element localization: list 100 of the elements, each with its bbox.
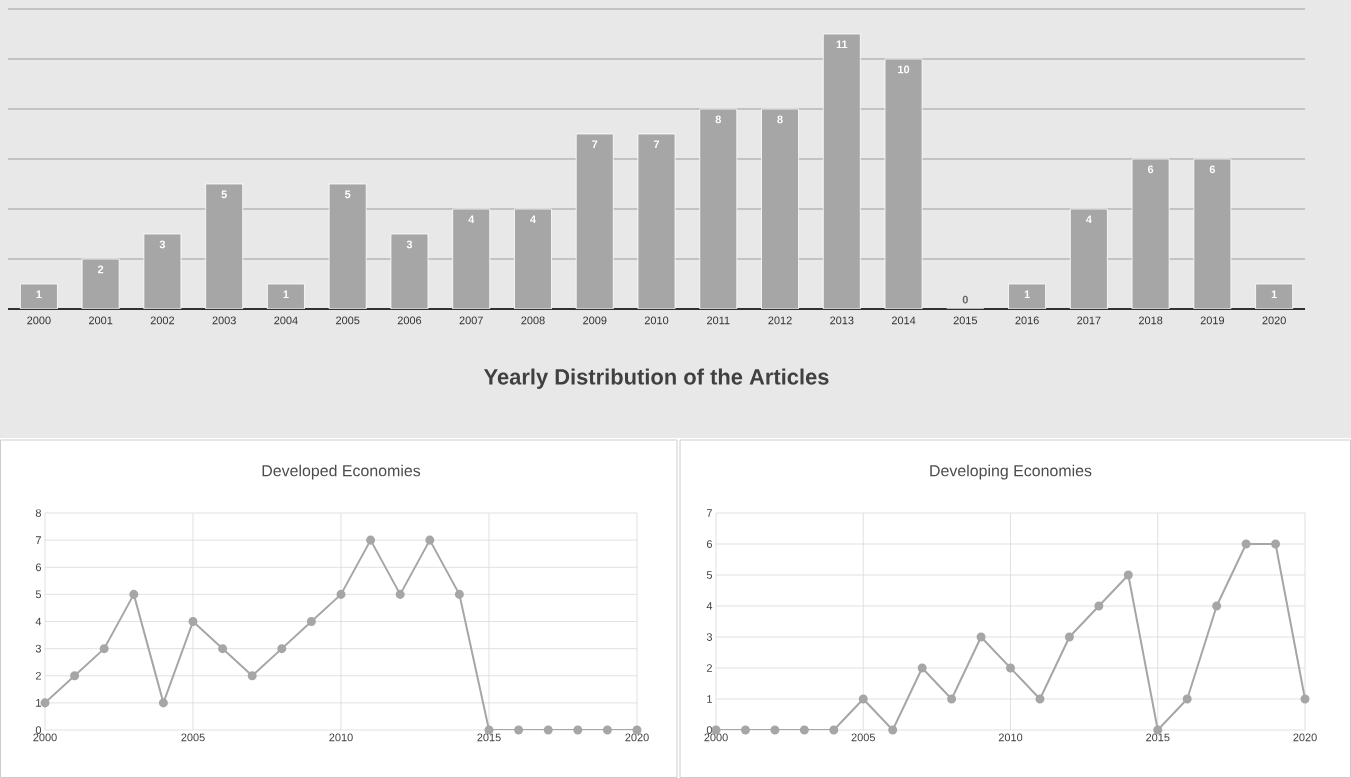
x-tick-label: 2005 [851, 733, 875, 742]
point [306, 617, 316, 626]
x-tick-label: 2005 [336, 316, 360, 325]
point [888, 725, 898, 735]
x-tick-label: 2020 [625, 733, 649, 742]
x-tick-label: 2013 [830, 316, 854, 325]
x-tick-label: 2016 [1015, 316, 1039, 325]
x-tick-label: 2012 [768, 316, 792, 325]
bar [452, 208, 491, 309]
chart-title: Developed Economies [262, 464, 421, 480]
bar [1193, 158, 1232, 309]
y-tick-label: 1 [36, 699, 41, 707]
x-tick-label: 2015 [1146, 733, 1170, 742]
point [976, 632, 986, 642]
x-tick-label: 2000 [33, 733, 57, 742]
y-tick-label: 7 [706, 509, 712, 517]
x-tick-label: 2003 [212, 316, 236, 325]
point [543, 725, 553, 735]
bar [761, 108, 799, 309]
data-label: 8 [715, 115, 721, 124]
data-label: 1 [283, 290, 289, 299]
data-label: 10 [898, 65, 910, 74]
data-label: 3 [159, 240, 166, 249]
bar [637, 133, 676, 309]
bar [822, 33, 861, 309]
point [247, 671, 257, 681]
x-tick-label: 2020 [1293, 733, 1317, 742]
bar [81, 258, 120, 309]
data-label: 5 [344, 190, 351, 199]
bar [575, 133, 614, 309]
x-tick-label: 2020 [1262, 316, 1286, 325]
point [770, 725, 780, 735]
y-tick-label: 3 [35, 644, 41, 653]
point [218, 644, 228, 654]
point [366, 535, 376, 545]
data-label: 1 [1271, 290, 1277, 299]
y-tick-label: 6 [35, 563, 41, 572]
point [129, 589, 139, 599]
bar [884, 58, 923, 309]
data-label: 0 [962, 295, 968, 304]
data-label: 7 [592, 140, 598, 149]
data-label: 1 [1024, 290, 1030, 299]
data-label: 7 [653, 140, 660, 149]
y-tick-label: 0 [706, 726, 713, 734]
y-tick-label: 2 [706, 664, 712, 672]
data-label: 3 [406, 240, 413, 249]
x-tick-label: 2018 [1138, 316, 1163, 325]
point [917, 663, 927, 673]
x-tick-label: 2006 [397, 316, 422, 325]
data-label: 11 [836, 40, 848, 49]
point [740, 725, 750, 735]
data-label: 5 [221, 190, 227, 199]
data-label: 4 [530, 215, 536, 224]
point [858, 694, 868, 704]
y-tick-label: 6 [706, 540, 712, 548]
bar [390, 233, 429, 309]
y-tick-label: 5 [35, 590, 42, 599]
bar [328, 183, 367, 309]
point [277, 644, 287, 654]
x-tick-label: 2002 [150, 316, 175, 325]
bar [205, 183, 244, 309]
x-tick-label: 2015 [953, 316, 978, 325]
y-tick-label: 2 [35, 671, 41, 680]
x-tick-label: 2008 [521, 316, 545, 325]
point [1094, 601, 1104, 611]
x-tick-label: 2004 [274, 316, 298, 325]
x-tick-label: 2011 [707, 316, 730, 325]
bar [1069, 208, 1108, 309]
x-tick-label: 2010 [998, 733, 1023, 742]
y-tick-label: 0 [35, 726, 42, 734]
y-tick-label: 7 [35, 536, 41, 544]
bar [514, 208, 552, 309]
point [1182, 694, 1192, 704]
point [158, 698, 168, 708]
data-label: 2 [97, 265, 104, 274]
data-label: 6 [1209, 165, 1216, 174]
point [70, 671, 80, 681]
point [40, 698, 50, 708]
x-tick-label: 2005 [181, 733, 205, 742]
x-tick-label: 2019 [1200, 316, 1225, 325]
point [573, 725, 583, 735]
y-tick-label: 5 [706, 571, 713, 579]
point [799, 725, 809, 735]
point [514, 725, 524, 735]
x-tick-label: 2009 [583, 316, 607, 325]
x-tick-label: 2010 [329, 733, 353, 742]
bar [699, 108, 738, 309]
text: Yearly Distribution of the Articles [483, 368, 829, 389]
bar [1131, 158, 1170, 309]
data-label: 6 [1147, 165, 1154, 174]
point [1300, 694, 1310, 704]
y-tick-label: 3 [706, 633, 712, 641]
point [1271, 539, 1281, 549]
point [947, 694, 957, 704]
point [602, 725, 612, 735]
point [336, 589, 346, 599]
y-tick-label: 4 [706, 602, 713, 610]
point [1212, 601, 1222, 611]
x-tick-label: 2010 [644, 316, 669, 325]
data-label: 4 [1085, 215, 1092, 224]
